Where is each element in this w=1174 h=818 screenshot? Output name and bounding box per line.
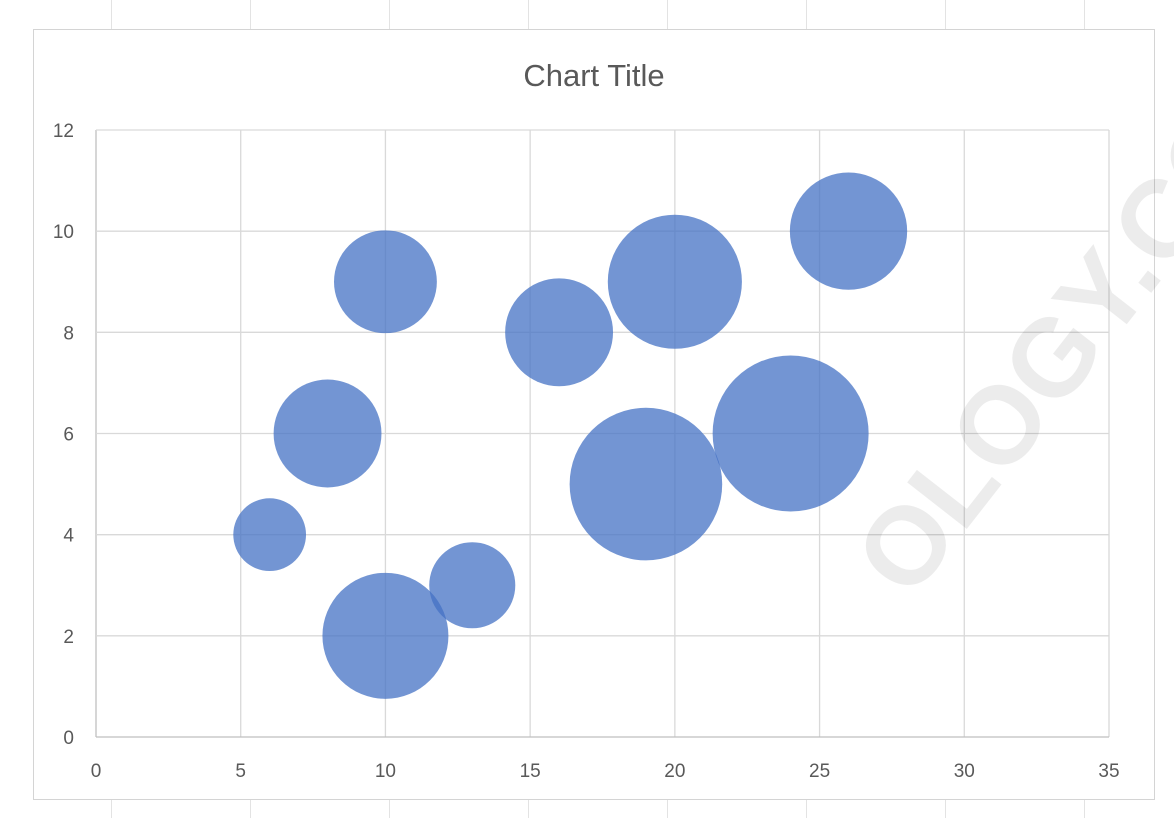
bubble-point[interactable]: [712, 355, 869, 512]
bubble-point[interactable]: [789, 172, 908, 290]
chart-title[interactable]: Chart Title: [523, 58, 665, 93]
y-tick-label: 10: [53, 222, 74, 243]
y-tick-label: 4: [63, 526, 74, 547]
x-axis-tick-labels: 0 5 10 15 20 25 30 35: [91, 761, 1120, 782]
y-tick-label: 2: [63, 627, 74, 648]
bubble-point[interactable]: [233, 498, 307, 572]
x-tick-label: 30: [954, 761, 975, 782]
bubble-point[interactable]: [273, 379, 382, 488]
y-tick-label: 6: [63, 425, 74, 446]
x-tick-label: 10: [375, 761, 396, 782]
x-tick-label: 20: [664, 761, 685, 782]
y-tick-label: 12: [53, 121, 74, 142]
y-tick-label: 8: [63, 323, 74, 344]
x-tick-label: 15: [520, 761, 541, 782]
bubble-point[interactable]: [505, 278, 614, 387]
x-tick-label: 35: [1098, 761, 1119, 782]
bubble-point[interactable]: [607, 214, 742, 349]
x-tick-label: 0: [91, 761, 102, 782]
y-tick-label: 0: [63, 728, 74, 749]
x-tick-label: 25: [809, 761, 830, 782]
chart-area[interactable]: Chart Title: [33, 29, 1155, 800]
bubble-series[interactable]: [233, 172, 908, 699]
bubble-point[interactable]: [322, 572, 449, 699]
bubble-point[interactable]: [429, 542, 516, 629]
x-tick-label: 5: [235, 761, 246, 782]
bubble-point[interactable]: [333, 230, 437, 334]
bubble-point[interactable]: [569, 407, 723, 561]
y-axis-tick-labels: 0 2 4 6 8 10 12: [53, 121, 75, 749]
